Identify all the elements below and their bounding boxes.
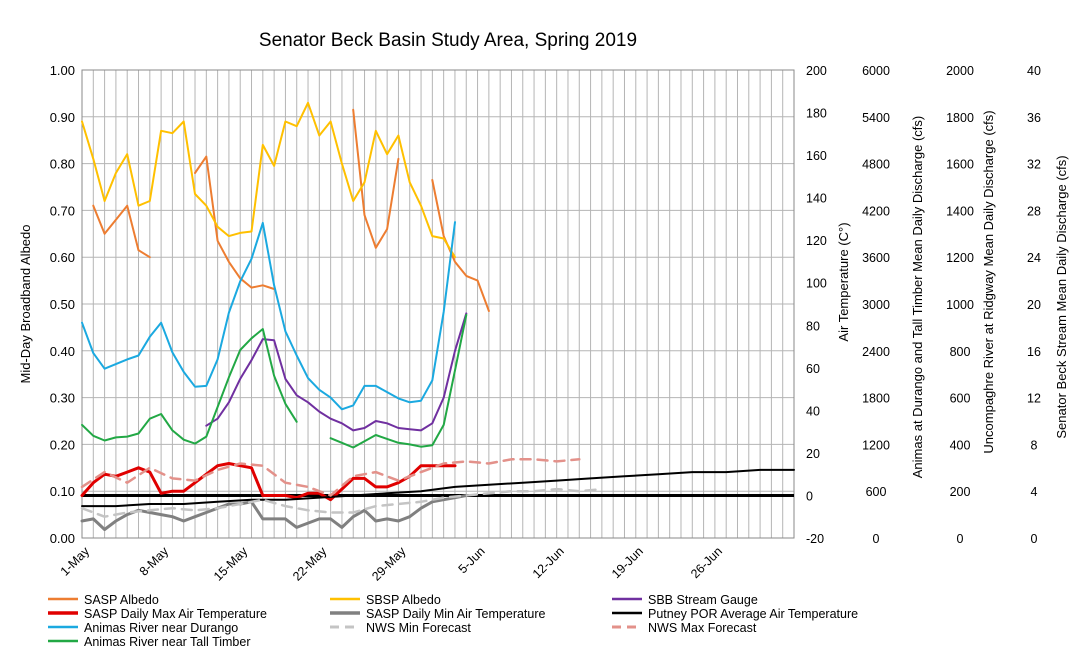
y-right-tick-label: 4: [1031, 485, 1038, 499]
y-left-axis-label: Mid-Day Broadband Albedo: [18, 225, 33, 384]
y-left-tick-label: 0.20: [50, 437, 75, 452]
y-right-tick-label: 12: [1027, 392, 1041, 406]
series-line: [80, 462, 457, 502]
y-right-tick-label: 1200: [862, 438, 890, 452]
y-right-tick-label: 40: [806, 404, 820, 418]
series-line: [81, 101, 456, 259]
y-right-axis-label: Animas at Durango and Tall Timber Mean D…: [910, 116, 925, 478]
legend-label: SASP Albedo: [84, 593, 159, 607]
y-right-tick-label: 200: [806, 64, 827, 78]
legend-label: Animas River near Durango: [84, 621, 238, 635]
y-right-tick-label: 3600: [862, 251, 890, 265]
y-right-tick-label: 4800: [862, 158, 890, 172]
series-line: [194, 155, 276, 290]
y-right-tick-label: 4200: [862, 204, 890, 218]
series-layer: [80, 101, 795, 531]
y-right-tick-label: 180: [806, 107, 827, 121]
y-right-tick-label: 2400: [862, 345, 890, 359]
series-line: [80, 494, 468, 531]
y-left-tick-label: 1.00: [50, 63, 75, 78]
series-line: [81, 221, 456, 411]
legend-label: NWS Max Forecast: [648, 621, 757, 635]
y-right-tick-label: 20: [806, 447, 820, 461]
y-right-tick-label: 140: [806, 192, 827, 206]
y-left-tick-label: 0.70: [50, 203, 75, 218]
series-line: [80, 458, 581, 497]
y-right-tick-label: -20: [806, 532, 824, 546]
plot-border: [81, 69, 795, 539]
legend-label: SBSP Albedo: [366, 593, 441, 607]
legend-label: SASP Daily Min Air Temperature: [366, 607, 546, 621]
y-right-tick-label: 0: [873, 532, 880, 546]
series-line: [352, 108, 400, 249]
y-right-tick-label: 3000: [862, 298, 890, 312]
y-right-tick-label: 5400: [862, 111, 890, 125]
y-right-tick-label: 160: [806, 149, 827, 163]
y-right-tick-label: 40: [1027, 64, 1041, 78]
y-right-tick-label: 600: [950, 392, 971, 406]
y-right-tick-label: 1200: [946, 251, 974, 265]
y-right-tick-label: 100: [806, 277, 827, 291]
legend-label: Animas River near Tall Timber: [84, 635, 251, 649]
y-right-tick-label: 36: [1027, 111, 1041, 125]
y-right-tick-label: 16: [1027, 345, 1041, 359]
y-right-tick-label: 0: [806, 489, 813, 503]
series-line: [329, 313, 468, 449]
y-right-tick-label: 60: [806, 362, 820, 376]
series-line: [80, 487, 604, 518]
y-left-tick-label: 0.30: [50, 391, 75, 406]
y-right-axis-label: Air Temperature (C°): [836, 222, 851, 341]
y-right-tick-label: 1800: [862, 392, 890, 406]
series-line: [92, 204, 151, 259]
y-right-axis-label: Uncompaghre River at Ridgway Mean Daily …: [981, 110, 996, 453]
y-left-tick-label: 0.40: [50, 344, 75, 359]
legend-label: Putney POR Average Air Temperature: [648, 607, 858, 621]
y-right-tick-label: 400: [950, 438, 971, 452]
y-right-tick-label: 1400: [946, 204, 974, 218]
y-right-tick-label: 600: [866, 485, 887, 499]
series-line: [81, 468, 795, 508]
series-line: [81, 328, 298, 445]
y-left-tick-label: 0.60: [50, 250, 75, 265]
legend-label: SASP Daily Max Air Temperature: [84, 607, 267, 621]
y-right-tick-label: 80: [806, 319, 820, 333]
y-right-tick-label: 0: [1031, 532, 1038, 546]
y-right-tick-label: 800: [950, 345, 971, 359]
chart-title: Senator Beck Basin Study Area, Spring 20…: [259, 30, 637, 51]
y-right-tick-label: 0: [957, 532, 964, 546]
legend-label: SBB Stream Gauge: [648, 593, 758, 607]
y-right-tick-label: 32: [1027, 158, 1041, 172]
y-right-tick-label: 1600: [946, 158, 974, 172]
y-left-tick-label: 0.90: [50, 110, 75, 125]
y-right-tick-label: 120: [806, 234, 827, 248]
y-left-tick-label: 0.50: [50, 297, 75, 312]
y-right-tick-label: 24: [1027, 251, 1041, 265]
y-right-tick-label: 28: [1027, 204, 1041, 218]
y-right-tick-label: 8: [1031, 438, 1038, 452]
legend: SASP Albedo SBSP Albedo SBB Stream Gauge SA…: [48, 593, 858, 649]
y-right-axis-label: Senator Beck Stream Mean Daily Discharge…: [1054, 155, 1069, 438]
legend-label: NWS Min Forecast: [366, 621, 471, 635]
series-line: [205, 312, 468, 432]
y-right-tick-label: 2000: [946, 64, 974, 78]
series-line: [431, 179, 490, 312]
y-left-tick-label: 0.10: [50, 484, 75, 499]
y-left-tick-label: 0.80: [50, 157, 75, 172]
y-right-tick-label: 200: [950, 485, 971, 499]
y-left-tick-label: 0.00: [50, 531, 75, 546]
y-right-tick-label: 6000: [862, 64, 890, 78]
y-right-tick-label: 1000: [946, 298, 974, 312]
y-right-tick-label: 20: [1027, 298, 1041, 312]
y-right-tick-label: 1800: [946, 111, 974, 125]
